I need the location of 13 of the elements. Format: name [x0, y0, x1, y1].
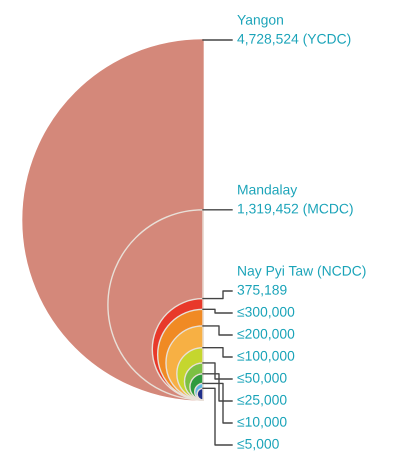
data-label: ≤300,000 — [237, 306, 294, 318]
category-label: Nay Pyi Taw (NCDC) — [238, 266, 366, 278]
data-label: ≤5,000 — [237, 438, 279, 450]
data-label: ≤10,000 — [237, 416, 287, 428]
data-label: 4,728,524 (YCDC) — [237, 34, 350, 46]
data-label: 1,319,452 (MCDC) — [238, 203, 353, 216]
data-label: ≤100,000 — [237, 350, 294, 362]
data-label: ≤25,000 — [237, 394, 287, 406]
category-label: Mandalay — [238, 184, 298, 198]
data-label: ≤200,000 — [237, 328, 294, 340]
category-label: Yangon — [237, 15, 283, 28]
data-label: ≤50,000 — [237, 372, 287, 384]
data-label: 375,189 — [238, 284, 287, 296]
